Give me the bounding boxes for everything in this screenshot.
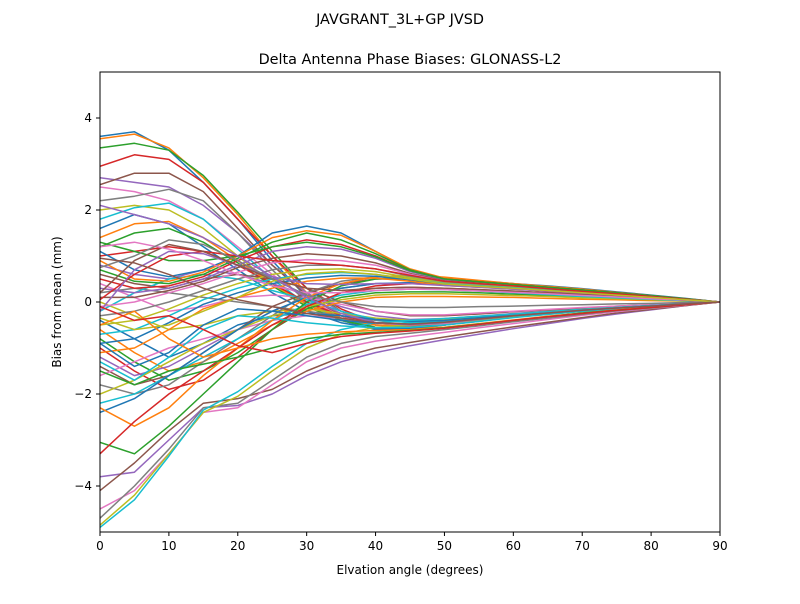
series-line-s36 bbox=[100, 301, 720, 492]
x-tick-label: 0 bbox=[96, 539, 104, 553]
figure-suptitle: JAVGRANT_3L+GP JVSD bbox=[315, 12, 484, 28]
series-line-s58 bbox=[100, 239, 720, 309]
x-tick-label: 90 bbox=[712, 539, 727, 553]
x-tick-label: 60 bbox=[506, 539, 521, 553]
x-tick-label: 70 bbox=[575, 539, 590, 553]
y-axis: −4 −2 0 2 4 bbox=[74, 111, 100, 493]
series-line-s29 bbox=[100, 292, 720, 395]
y-tick-label: 4 bbox=[84, 111, 92, 125]
x-tick-label: 50 bbox=[437, 539, 452, 553]
y-tick-label: 0 bbox=[84, 295, 92, 309]
x-tick-label: 30 bbox=[299, 539, 314, 553]
y-tick-label: −4 bbox=[74, 479, 92, 493]
chart-title: Delta Antenna Phase Biases: GLONASS-L2 bbox=[259, 52, 562, 68]
series-line-s17 bbox=[100, 282, 720, 316]
series-line-s57 bbox=[100, 241, 720, 303]
y-axis-label: Bias from mean (mm) bbox=[50, 236, 64, 367]
y-tick-label: −2 bbox=[74, 387, 92, 401]
y-tick-label: 2 bbox=[84, 203, 92, 217]
series-line-s66 bbox=[100, 257, 720, 325]
x-tick-label: 20 bbox=[230, 539, 245, 553]
series-line-s64 bbox=[100, 301, 720, 354]
x-axis: 0 10 20 30 40 50 60 70 80 90 bbox=[96, 532, 728, 553]
x-tick-label: 40 bbox=[368, 539, 383, 553]
x-tick-label: 80 bbox=[643, 539, 658, 553]
x-axis-label: Elvation angle (degrees) bbox=[337, 563, 484, 577]
series-line-s59 bbox=[100, 270, 720, 331]
series-group bbox=[100, 131, 720, 528]
x-tick-label: 10 bbox=[161, 539, 176, 553]
